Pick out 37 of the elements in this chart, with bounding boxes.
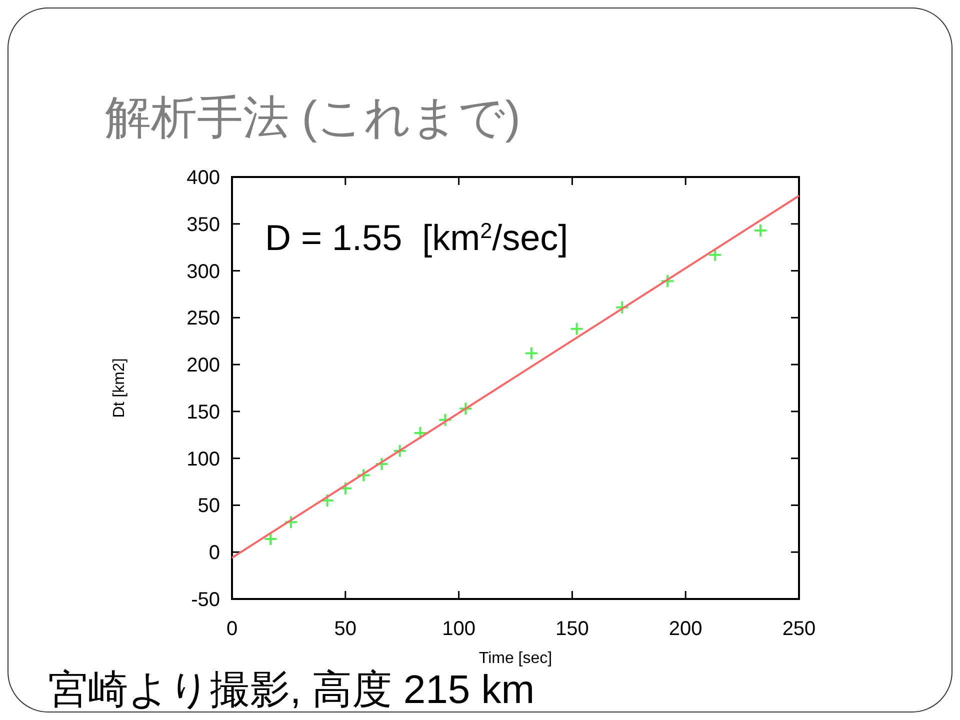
point (413, 426, 428, 440)
point (524, 346, 538, 360)
point (338, 481, 352, 496)
x-tick-label: 50 (334, 618, 357, 640)
y-tick-label: 150 (186, 401, 220, 424)
x-tick-label: 200 (668, 618, 702, 640)
y-tick-label: 350 (186, 214, 220, 236)
point (615, 300, 630, 314)
y-tick-label: -50 (191, 589, 220, 611)
x-tick-label: 150 (556, 618, 589, 640)
point (284, 515, 298, 530)
text: 宮崎より撮影, 高度 215 km (48, 668, 535, 712)
point (356, 468, 371, 482)
point (458, 402, 473, 416)
y-tick-label: 250 (186, 308, 220, 330)
point (438, 412, 452, 427)
y-tick-label: 400 (186, 167, 220, 189)
point (264, 532, 278, 546)
y-tick-label: 100 (186, 448, 220, 470)
x-tick-label: 250 (782, 618, 816, 640)
x-tick-label: 100 (442, 618, 476, 640)
point (570, 322, 584, 336)
point (753, 223, 768, 238)
y-axis-title: Dt [km2] (111, 358, 128, 418)
x-axis-title: Time [sec] (478, 650, 552, 667)
y-tick-label: 300 (186, 260, 220, 283)
point (320, 494, 334, 508)
point (708, 248, 722, 262)
annotation: D = 1.55 [km$^{2}$/sec] (265, 217, 568, 258)
point (392, 444, 407, 458)
x-tick-label: 0 (226, 618, 238, 640)
point (660, 274, 674, 288)
point (374, 456, 389, 471)
y-tick-label: 0 (208, 542, 220, 564)
chart-title: 解析手法 (これまで) (105, 91, 520, 143)
y-tick-label: 200 (186, 354, 220, 377)
y-tick-label: 50 (198, 495, 220, 518)
